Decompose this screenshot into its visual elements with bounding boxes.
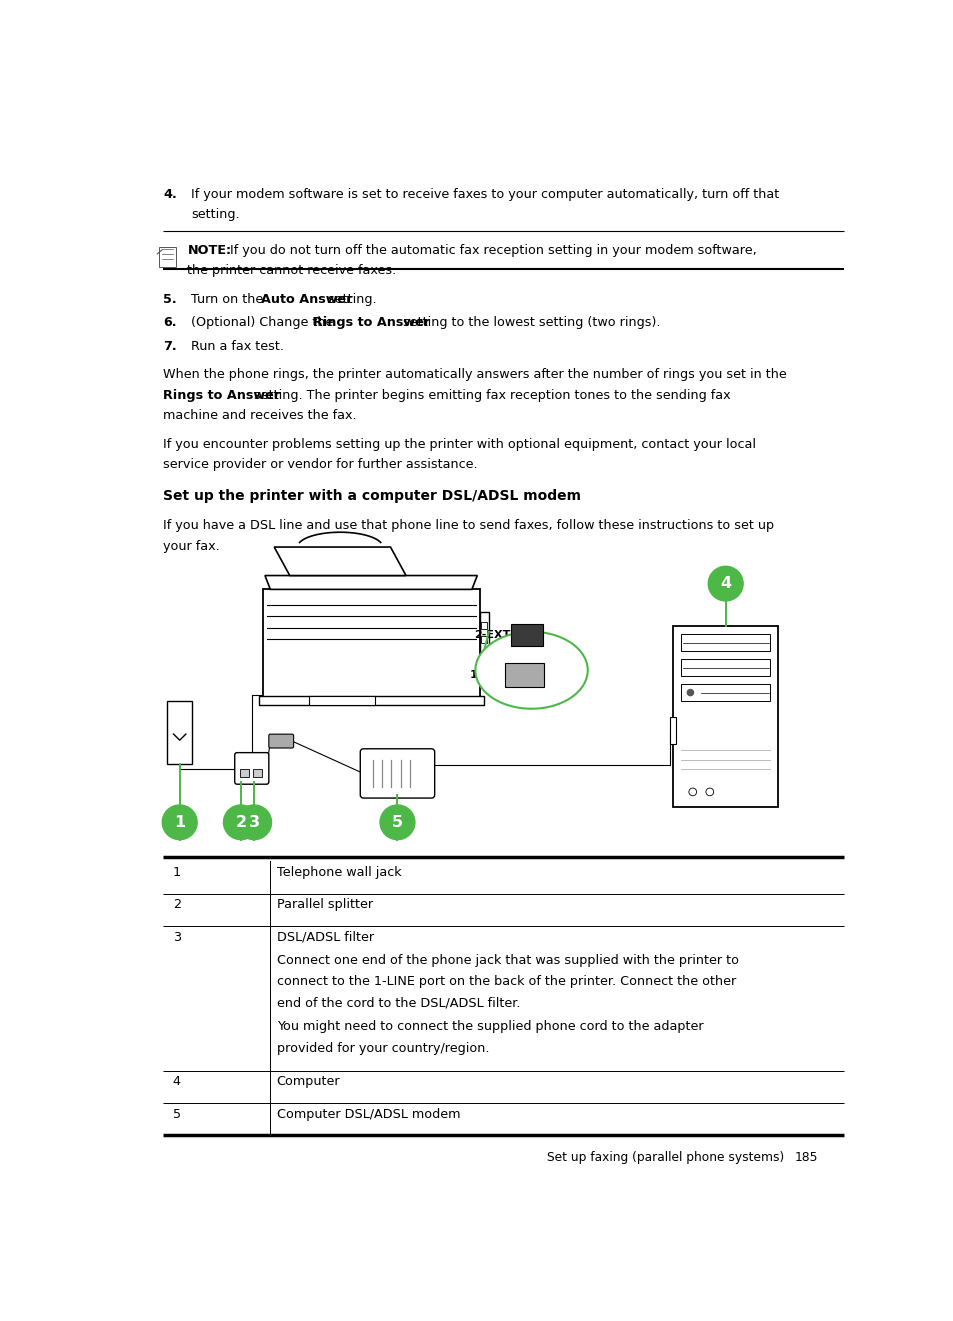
Text: setting to the lowest setting (two rings).: setting to the lowest setting (two rings… <box>398 316 659 329</box>
Text: If your modem software is set to receive faxes to your computer automatically, t: If your modem software is set to receive… <box>192 188 779 201</box>
Text: 1: 1 <box>174 815 185 830</box>
Text: 1-LINE: 1-LINE <box>469 670 509 680</box>
Text: When the phone rings, the printer automatically answers after the number of ring: When the phone rings, the printer automa… <box>163 369 786 382</box>
FancyBboxPatch shape <box>258 696 483 705</box>
Text: You might need to connect the supplied phone cord to the adapter: You might need to connect the supplied p… <box>276 1020 702 1033</box>
Text: Telephone wall jack: Telephone wall jack <box>276 865 401 878</box>
FancyBboxPatch shape <box>309 696 375 705</box>
Text: Run a fax test.: Run a fax test. <box>192 339 284 353</box>
Text: machine and receives the fax.: machine and receives the fax. <box>163 410 356 423</box>
Circle shape <box>236 804 272 840</box>
Circle shape <box>481 653 486 658</box>
Circle shape <box>705 789 713 795</box>
FancyBboxPatch shape <box>510 624 542 646</box>
Circle shape <box>688 789 696 795</box>
Text: setting.: setting. <box>324 293 376 306</box>
Text: connect to the 1-LINE port on the back of the printer. Connect the other: connect to the 1-LINE port on the back o… <box>276 975 735 988</box>
Text: Computer DSL/ADSL modem: Computer DSL/ADSL modem <box>276 1107 459 1120</box>
Circle shape <box>707 567 742 601</box>
FancyBboxPatch shape <box>167 701 192 764</box>
Text: (Optional) Change the: (Optional) Change the <box>192 316 337 329</box>
FancyBboxPatch shape <box>269 734 294 748</box>
Text: end of the cord to the DSL/ADSL filter.: end of the cord to the DSL/ADSL filter. <box>276 997 519 1009</box>
Text: 7.: 7. <box>163 339 177 353</box>
FancyBboxPatch shape <box>480 635 487 643</box>
FancyBboxPatch shape <box>158 247 175 267</box>
FancyBboxPatch shape <box>505 663 543 687</box>
Text: Turn on the: Turn on the <box>192 293 267 306</box>
Text: 3: 3 <box>249 815 259 830</box>
FancyBboxPatch shape <box>673 626 778 807</box>
Text: the printer cannot receive faxes.: the printer cannot receive faxes. <box>187 264 396 277</box>
FancyBboxPatch shape <box>240 769 249 777</box>
Text: 2: 2 <box>235 815 246 830</box>
Text: Set up faxing (parallel phone systems): Set up faxing (parallel phone systems) <box>546 1151 783 1164</box>
Circle shape <box>223 804 258 840</box>
Text: If you have a DSL line and use that phone line to send faxes, follow these instr: If you have a DSL line and use that phon… <box>163 519 774 532</box>
Text: 3: 3 <box>172 930 181 943</box>
FancyBboxPatch shape <box>262 589 479 697</box>
Text: 5: 5 <box>172 1107 181 1120</box>
Text: 6.: 6. <box>163 316 176 329</box>
Polygon shape <box>265 576 476 589</box>
Text: Auto Answer: Auto Answer <box>260 293 352 306</box>
FancyBboxPatch shape <box>234 753 269 785</box>
FancyBboxPatch shape <box>253 769 261 777</box>
FancyBboxPatch shape <box>669 717 675 744</box>
FancyBboxPatch shape <box>127 567 847 840</box>
Text: Rings to Answer: Rings to Answer <box>163 388 280 402</box>
Text: 4: 4 <box>720 576 731 590</box>
Text: NOTE:: NOTE: <box>187 244 232 256</box>
Text: Connect one end of the phone jack that was supplied with the printer to: Connect one end of the phone jack that w… <box>276 954 738 967</box>
Text: Rings to Answer: Rings to Answer <box>313 316 430 329</box>
Polygon shape <box>274 547 406 576</box>
FancyBboxPatch shape <box>680 634 769 651</box>
Text: your fax.: your fax. <box>163 540 220 552</box>
Text: setting.: setting. <box>192 209 240 221</box>
Text: 2-EXT: 2-EXT <box>474 630 510 639</box>
Text: If you encounter problems setting up the printer with optional equipment, contac: If you encounter problems setting up the… <box>163 437 756 450</box>
Text: 4.: 4. <box>163 188 177 201</box>
Text: 185: 185 <box>794 1151 818 1164</box>
Text: DSL/ADSL filter: DSL/ADSL filter <box>276 930 374 943</box>
Text: provided for your country/region.: provided for your country/region. <box>276 1042 489 1054</box>
Text: service provider or vendor for further assistance.: service provider or vendor for further a… <box>163 458 477 472</box>
FancyBboxPatch shape <box>479 613 489 674</box>
FancyBboxPatch shape <box>680 659 769 675</box>
Text: Computer: Computer <box>276 1075 340 1089</box>
Ellipse shape <box>475 631 587 709</box>
FancyBboxPatch shape <box>360 749 435 798</box>
Text: If you do not turn off the automatic fax reception setting in your modem softwar: If you do not turn off the automatic fax… <box>226 244 756 256</box>
Text: Set up the printer with a computer DSL/ADSL modem: Set up the printer with a computer DSL/A… <box>163 489 580 503</box>
Circle shape <box>162 804 197 840</box>
Text: 2: 2 <box>172 898 180 911</box>
Text: 1: 1 <box>172 865 181 878</box>
Text: Parallel splitter: Parallel splitter <box>276 898 373 911</box>
Text: 5.: 5. <box>163 293 177 306</box>
Circle shape <box>686 690 693 696</box>
Circle shape <box>379 804 415 840</box>
FancyBboxPatch shape <box>480 622 487 629</box>
Text: setting. The printer begins emitting fax reception tones to the sending fax: setting. The printer begins emitting fax… <box>250 388 730 402</box>
Text: 4: 4 <box>172 1075 180 1089</box>
Text: 5: 5 <box>392 815 402 830</box>
FancyBboxPatch shape <box>680 684 769 701</box>
